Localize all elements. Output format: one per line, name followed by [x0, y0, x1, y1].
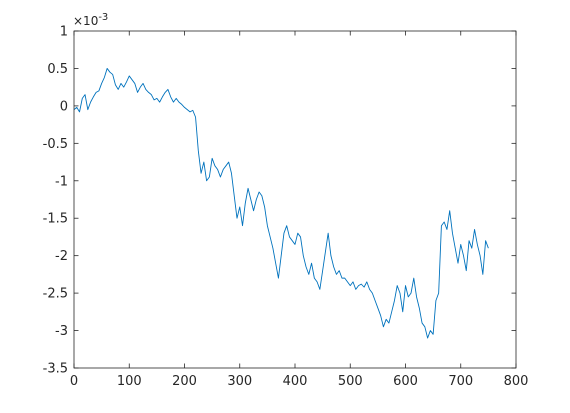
- x-tick-label: 0: [70, 374, 78, 389]
- y-tick-label: -1: [55, 174, 68, 189]
- y-tick-label: -2.5: [43, 287, 68, 302]
- y-tick-label: 0.5: [47, 62, 68, 77]
- x-tick-label: 400: [283, 374, 308, 389]
- y-tick-label: -3.5: [43, 362, 68, 377]
- x-tick-label: 200: [172, 374, 197, 389]
- x-tick-label: 500: [338, 374, 363, 389]
- y-tick-label: 0: [60, 99, 68, 114]
- y-tick-label: 1: [60, 25, 68, 40]
- y-tick-label: -3: [55, 324, 68, 339]
- x-tick-label: 700: [448, 374, 473, 389]
- x-tick-label: 800: [504, 374, 529, 389]
- y-exponent-power: -3: [98, 12, 108, 23]
- x-tick-label: 300: [227, 374, 252, 389]
- series-layer: [73, 67, 489, 339]
- ticks-layer: 0 100 200 300 400 500 600 700 800 1 0.5 0 -0.5 -1 -1.5…: [43, 25, 529, 390]
- x-tick-label: 600: [393, 374, 418, 389]
- y-tick-label: -0.5: [43, 137, 68, 152]
- plot-area: [74, 31, 516, 368]
- y-tick-label: -1.5: [43, 212, 68, 227]
- x-tick-label: 100: [117, 374, 142, 389]
- y-exponent-label: ×10-3: [73, 12, 108, 28]
- series-line-0: [73, 67, 489, 339]
- y-tick-label: -2: [55, 249, 68, 264]
- axes-box: [73, 30, 517, 369]
